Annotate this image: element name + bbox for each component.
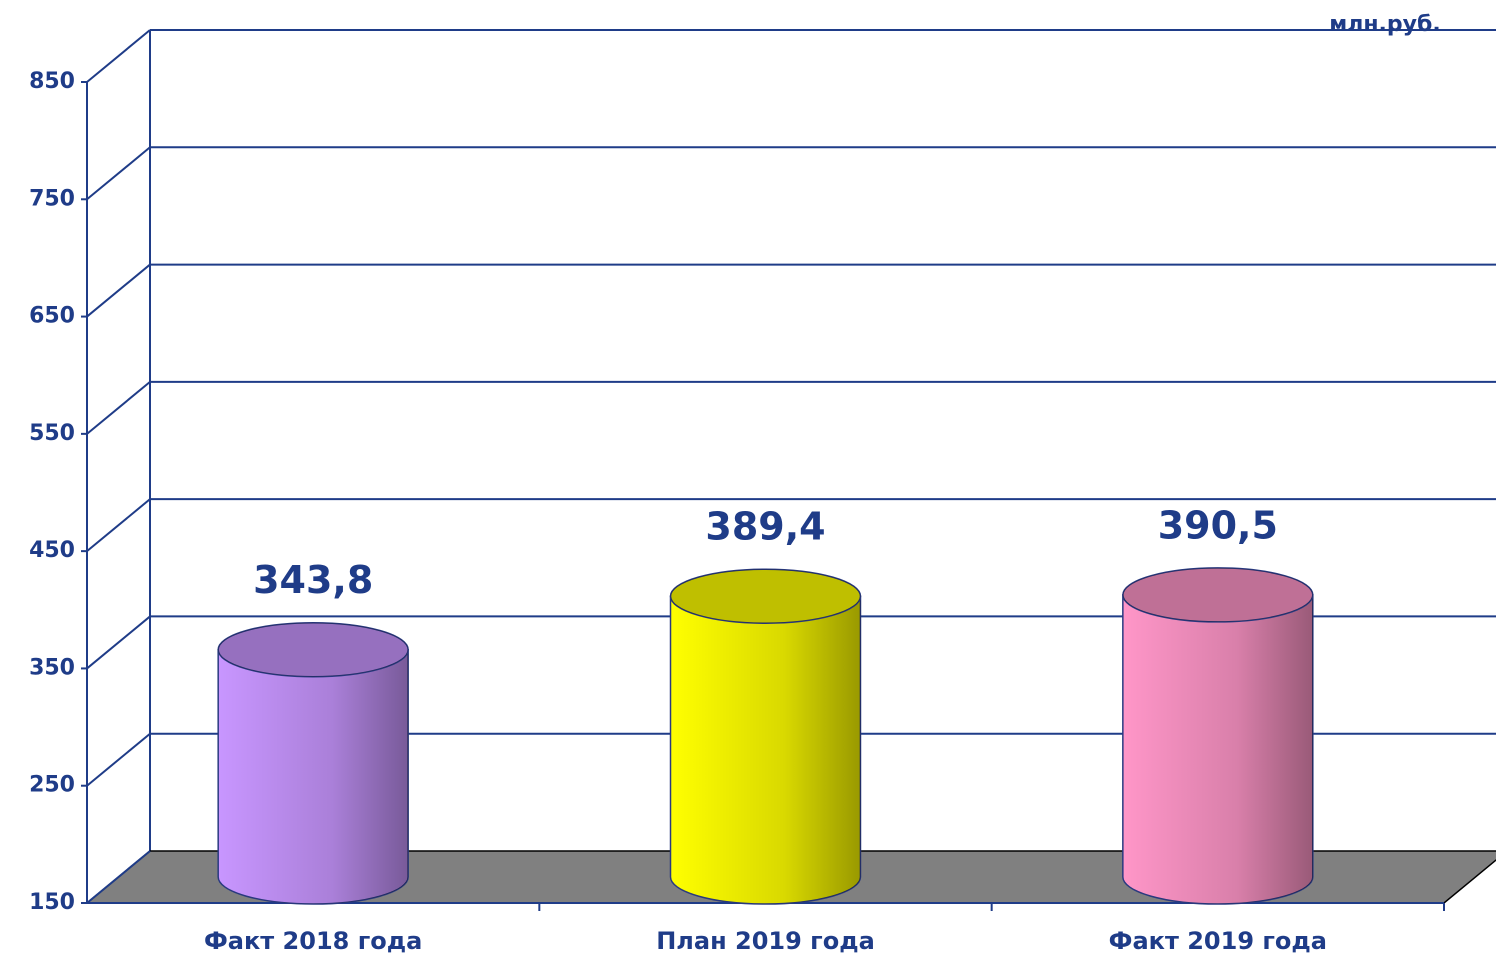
- bar-shade: [218, 649, 409, 905]
- unit-label: млн.руб.: [1329, 12, 1440, 37]
- grid-line: [86, 732, 151, 787]
- bar-top: [669, 568, 862, 624]
- x-tick-label: План 2019 года: [656, 927, 875, 955]
- y-tick-label: 550: [29, 421, 75, 446]
- y-tick-label: 450: [29, 538, 75, 563]
- y-tick-label: 650: [29, 304, 75, 329]
- grid-line: [86, 615, 151, 670]
- grid-line: [86, 498, 151, 552]
- y-tick-label: 150: [29, 890, 75, 915]
- bar-shade: [1122, 594, 1313, 905]
- grid-line: [86, 29, 151, 83]
- x-tick-label: Факт 2018 года: [204, 927, 422, 955]
- bar-top-shade: [670, 569, 861, 624]
- value-label: 389,4: [705, 505, 825, 549]
- bar-top: [1122, 567, 1314, 623]
- y-tick-label: 750: [29, 186, 75, 211]
- value-label: 343,8: [253, 558, 373, 602]
- bar-top-shade: [1122, 567, 1313, 622]
- grid-line: [86, 850, 151, 904]
- plot: 150 250 350 450 550 650 750 850 Факт 2018 года 34…: [29, 29, 1496, 955]
- grid-line: [86, 146, 151, 201]
- grid-line: [86, 381, 151, 435]
- value-label: 390,5: [1158, 503, 1278, 547]
- bar-top-shade: [218, 622, 409, 677]
- y-tick-label: 350: [29, 655, 75, 680]
- y-tick-label: 850: [29, 69, 75, 94]
- y-tick-label: 250: [29, 773, 75, 798]
- grid-line: [86, 263, 151, 318]
- bar-top: [217, 621, 409, 678]
- x-tick-label: Факт 2019 года: [1109, 927, 1327, 955]
- bar-shade: [670, 596, 861, 905]
